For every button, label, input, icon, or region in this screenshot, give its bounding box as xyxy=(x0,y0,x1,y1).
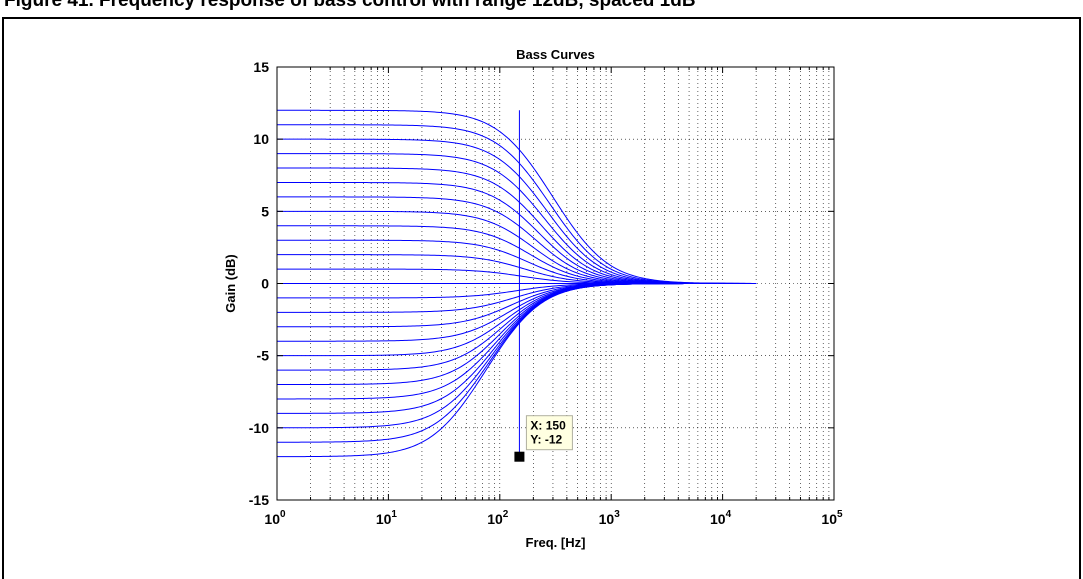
y-tick-label: -5 xyxy=(257,348,270,364)
y-tick-label: -10 xyxy=(249,420,269,436)
y-tick-label: 10 xyxy=(253,131,269,147)
y-tick-label: 5 xyxy=(261,203,269,219)
y-axis-label: Gain (dB) xyxy=(223,254,238,313)
x-axis-label: Freq. [Hz] xyxy=(526,535,586,550)
datatip-marker xyxy=(514,451,525,462)
x-tick-label: 100 xyxy=(264,509,286,527)
chart-title: Bass Curves xyxy=(516,47,595,62)
x-tick-label: 103 xyxy=(599,509,621,527)
y-tick-label: -15 xyxy=(249,492,269,508)
datatip-x-value: X: 150 xyxy=(530,419,566,433)
x-tick-label: 101 xyxy=(376,509,398,527)
y-tick-label: 15 xyxy=(253,59,269,75)
x-tick-label: 104 xyxy=(710,509,732,527)
datatip-box xyxy=(525,415,573,451)
datatip-y-value: Y: -12 xyxy=(530,433,562,447)
x-tick-label: 105 xyxy=(821,509,843,527)
figure-caption: Figure 41. Frequency response of bass co… xyxy=(4,0,696,11)
bass-curve-plus12db xyxy=(277,109,757,284)
y-tick-label: 0 xyxy=(261,276,269,292)
x-tick-label: 102 xyxy=(487,509,509,527)
